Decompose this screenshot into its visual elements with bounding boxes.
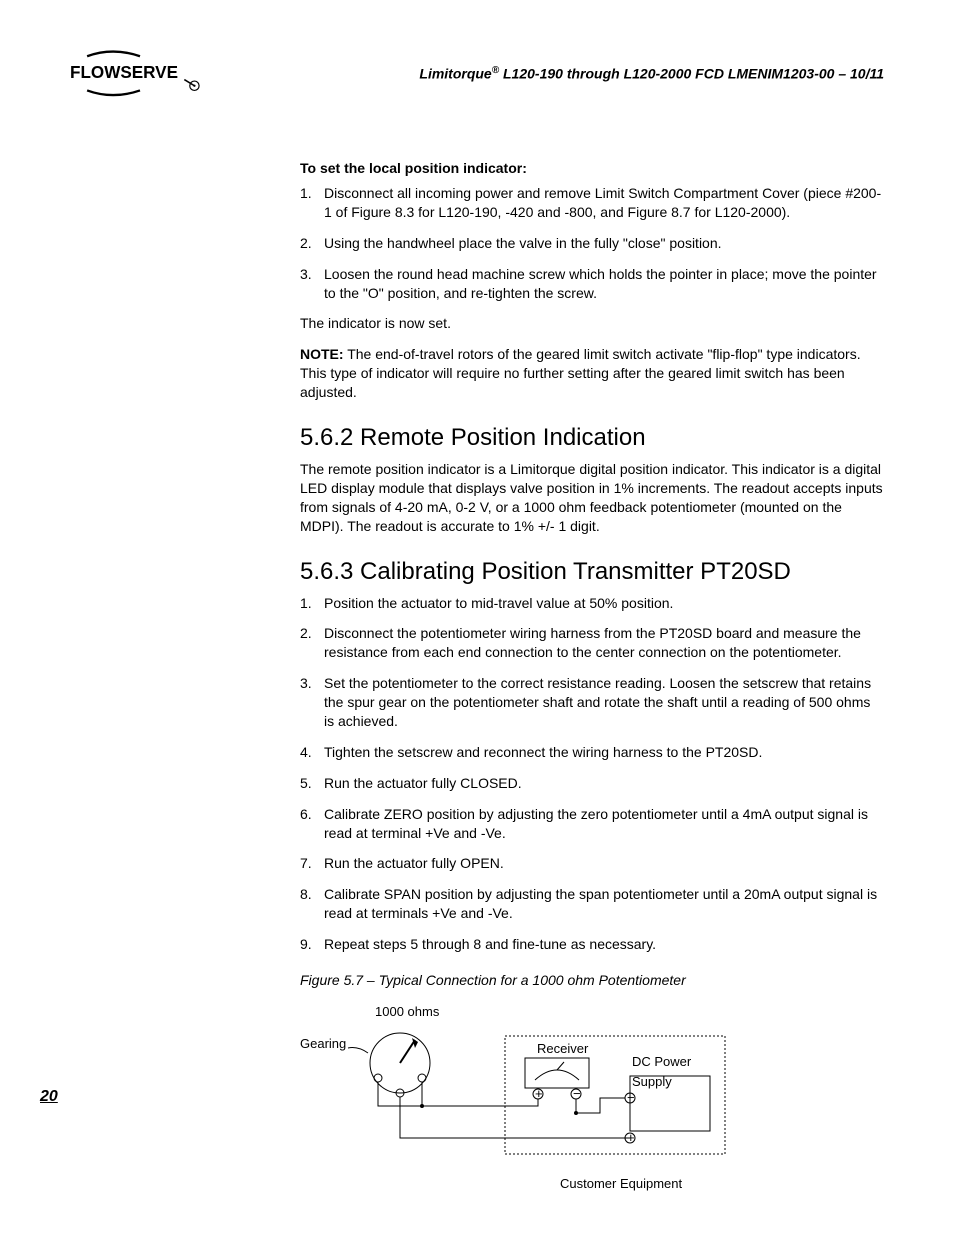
svg-text:+: + xyxy=(535,1086,543,1101)
header-reg: ® xyxy=(492,65,499,76)
note-body: The end-of-travel rotors of the geared l… xyxy=(300,346,861,400)
label-dcpower: DC Power xyxy=(632,1054,692,1069)
brand-logo: FLOWSERVE xyxy=(70,50,210,102)
label-supply: Supply xyxy=(632,1074,672,1089)
intro-after: The indicator is now set. xyxy=(300,314,884,333)
page-header: Limitorque® L120-190 through L120-2000 F… xyxy=(419,65,884,82)
list-item: 7.Run the actuator fully OPEN. xyxy=(300,854,884,873)
section-562-heading: 5.6.2 Remote Position Indication xyxy=(300,424,884,452)
note-label: NOTE: xyxy=(300,346,344,362)
list-item: 6.Calibrate ZERO position by adjusting t… xyxy=(300,805,884,843)
label-gearing: Gearing xyxy=(300,1036,346,1051)
label-customer: Customer Equipment xyxy=(560,1176,682,1191)
list-item: 8.Calibrate SPAN position by adjusting t… xyxy=(300,885,884,923)
intro-title: To set the local position indicator: xyxy=(300,160,884,176)
list-item: 1.Position the actuator to mid-travel va… xyxy=(300,594,884,613)
list-item: 9.Repeat steps 5 through 8 and fine-tune… xyxy=(300,935,884,954)
intro-note: NOTE: The end-of-travel rotors of the ge… xyxy=(300,345,884,402)
list-item: 5.Run the actuator fully CLOSED. xyxy=(300,774,884,793)
list-item: 2.Disconnect the potentiometer wiring ha… xyxy=(300,624,884,662)
figure-caption: Figure 5.7 – Typical Connection for a 10… xyxy=(300,972,884,988)
figure-diagram: 1000 ohms Gearing Customer Equipment Rec… xyxy=(300,998,740,1198)
label-receiver: Receiver xyxy=(537,1041,589,1056)
list-item: 3.Loosen the round head machine screw wh… xyxy=(300,265,884,303)
list-item: 2.Using the handwheel place the valve in… xyxy=(300,234,884,253)
main-content: To set the local position indicator: 1.D… xyxy=(300,160,884,1198)
svg-text:FLOWSERVE: FLOWSERVE xyxy=(70,63,178,82)
label-ohms: 1000 ohms xyxy=(375,1004,440,1019)
intro-steps: 1.Disconnect all incoming power and remo… xyxy=(300,184,884,302)
list-item: 3.Set the potentiometer to the correct r… xyxy=(300,674,884,731)
page-number: 20 xyxy=(40,1088,58,1106)
header-range: L120-190 through L120-2000 FCD LMENIM120… xyxy=(499,66,884,82)
header-product: Limitorque xyxy=(419,66,491,82)
section-563-steps: 1.Position the actuator to mid-travel va… xyxy=(300,594,884,954)
list-item: 4.Tighten the setscrew and reconnect the… xyxy=(300,743,884,762)
svg-text:−: − xyxy=(627,1090,635,1105)
svg-text:−: − xyxy=(573,1086,581,1101)
section-563-heading: 5.6.3 Calibrating Position Transmitter P… xyxy=(300,558,884,586)
list-item: 1.Disconnect all incoming power and remo… xyxy=(300,184,884,222)
section-562-body: The remote position indicator is a Limit… xyxy=(300,460,884,536)
